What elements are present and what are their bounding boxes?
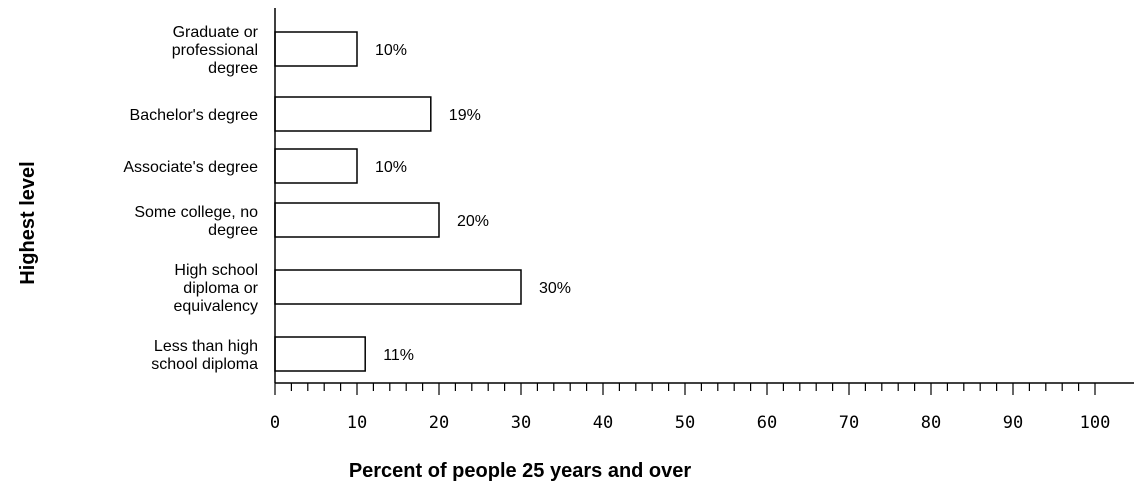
category-label: professional (172, 42, 258, 59)
x-tick-label: 10 (347, 413, 367, 433)
category-label: equivalency (174, 298, 259, 315)
x-tick-label: 30 (511, 413, 531, 433)
y-axis-title: Highest level (17, 161, 39, 284)
category-label: school diploma (151, 356, 258, 373)
x-tick-label: 80 (921, 413, 941, 433)
x-tick-label: 90 (1003, 413, 1023, 433)
category-label: Less than high (154, 338, 258, 355)
bar (274, 336, 366, 372)
bar-value-label: 11% (383, 347, 414, 364)
bar (274, 148, 358, 184)
x-tick-label: 40 (593, 413, 613, 433)
bar-value-label: 10% (375, 159, 407, 176)
value-labels-group: 10% 19% 10% 20% 30% 11% (375, 42, 571, 364)
category-label: degree (208, 60, 258, 77)
bar-value-label: 19% (449, 107, 481, 124)
x-tick-label: 20 (429, 413, 449, 433)
category-label: Associate's degree (123, 159, 258, 176)
bar-value-label: 30% (539, 280, 571, 297)
category-labels-group: Graduate orprofessionaldegreeBachelor's … (123, 24, 258, 373)
x-tick-label: 70 (839, 413, 859, 433)
category-label: diploma or (183, 280, 258, 297)
category-label: degree (208, 222, 258, 239)
bar (274, 202, 440, 238)
bars-group (274, 31, 522, 372)
bar-value-label: 20% (457, 213, 489, 230)
x-tick-label: 50 (675, 413, 695, 433)
category-label: High school (174, 262, 258, 279)
bar (274, 31, 358, 67)
bar (274, 269, 522, 305)
x-axis-title: Percent of people 25 years and over (349, 460, 692, 482)
x-tick-label: 100 (1080, 413, 1111, 433)
bar (274, 96, 432, 132)
category-label: Graduate or (173, 24, 259, 41)
category-label: Bachelor's degree (130, 107, 259, 124)
x-tick-label: 60 (757, 413, 777, 433)
bar-value-label: 10% (375, 42, 407, 59)
category-label: Some college, no (134, 204, 258, 221)
x-tick-label: 0 (270, 413, 280, 433)
x-ticks-group: 0 10 20 30 40 50 60 70 80 90 100 (270, 383, 1110, 433)
